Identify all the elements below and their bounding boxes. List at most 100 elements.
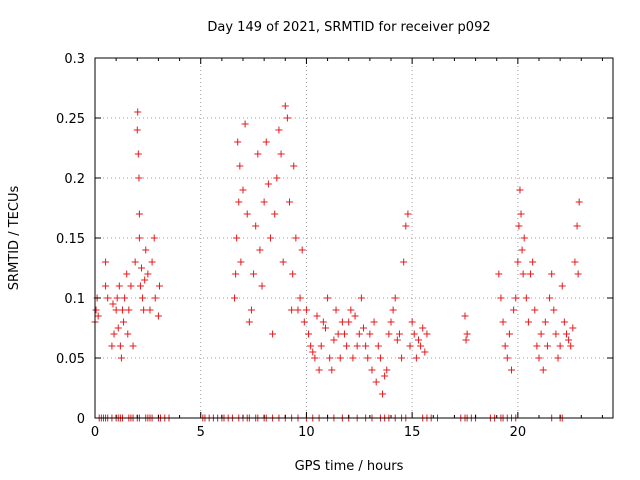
- data-point: [296, 294, 304, 302]
- data-point: [412, 354, 420, 362]
- data-point: [140, 306, 148, 314]
- data-point: [495, 270, 503, 278]
- data-point: [124, 330, 132, 338]
- data-point: [112, 306, 120, 314]
- grid-lines: [95, 58, 613, 418]
- x-tick-label: 15: [404, 425, 421, 440]
- data-point: [135, 234, 143, 242]
- data-point: [260, 198, 268, 206]
- data-point: [264, 180, 272, 188]
- y-tick-label: 0.3: [64, 52, 85, 67]
- data-point: [239, 186, 247, 194]
- data-point: [116, 342, 124, 350]
- data-point: [92, 306, 100, 314]
- data-point: [362, 342, 370, 350]
- data-point: [273, 174, 281, 182]
- data-point: [131, 258, 139, 266]
- data-point: [155, 282, 163, 290]
- data-point: [389, 306, 397, 314]
- y-axis-label: SRMTID / TECUs: [7, 186, 22, 291]
- data-point: [351, 312, 359, 320]
- data-points: [91, 102, 583, 422]
- data-point: [366, 330, 374, 338]
- data-point: [537, 330, 545, 338]
- data-point: [332, 306, 340, 314]
- data-point: [560, 318, 568, 326]
- data-point: [381, 372, 389, 380]
- data-point: [543, 342, 551, 350]
- data-point: [357, 294, 365, 302]
- data-point: [499, 318, 507, 326]
- data-point: [562, 330, 570, 338]
- data-point: [524, 318, 532, 326]
- x-tick-label: 10: [298, 425, 315, 440]
- data-point: [102, 258, 110, 266]
- data-point: [315, 366, 323, 374]
- data-point: [558, 282, 566, 290]
- data-point: [565, 336, 573, 344]
- data-point: [497, 294, 505, 302]
- data-point: [138, 264, 146, 272]
- data-point: [379, 390, 387, 398]
- data-point: [139, 294, 147, 302]
- data-point: [520, 234, 528, 242]
- data-point: [410, 330, 418, 338]
- data-point: [462, 336, 470, 344]
- data-point: [349, 354, 357, 362]
- data-point: [302, 306, 310, 314]
- data-point: [391, 294, 399, 302]
- data-point: [393, 336, 401, 344]
- x-tick-label: 20: [510, 425, 527, 440]
- x-axis-label: GPS time / hours: [295, 459, 404, 474]
- data-point: [290, 162, 298, 170]
- data-point: [515, 222, 523, 230]
- data-point: [353, 342, 361, 350]
- data-point: [108, 342, 116, 350]
- x-tick-label: 0: [91, 425, 99, 440]
- data-point: [345, 318, 353, 326]
- data-point: [142, 246, 150, 254]
- data-point: [514, 258, 522, 266]
- data-point: [522, 294, 530, 302]
- data-point: [241, 120, 249, 128]
- y-tick-label: 0: [77, 412, 85, 427]
- data-point: [317, 342, 325, 350]
- data-point: [262, 138, 270, 146]
- data-point: [404, 210, 412, 218]
- data-point: [94, 312, 102, 320]
- x-tick-label: 5: [197, 425, 205, 440]
- data-point: [529, 258, 537, 266]
- data-point: [319, 318, 327, 326]
- data-point: [114, 324, 122, 332]
- data-point: [575, 198, 583, 206]
- data-point: [372, 378, 380, 386]
- data-point: [135, 174, 143, 182]
- data-point: [298, 246, 306, 254]
- data-point: [151, 294, 159, 302]
- data-point: [519, 270, 527, 278]
- data-point: [154, 312, 162, 320]
- data-point: [517, 210, 525, 218]
- data-point: [556, 342, 564, 350]
- data-point: [414, 336, 422, 344]
- data-point: [567, 342, 575, 350]
- data-point: [125, 306, 133, 314]
- data-point: [294, 306, 302, 314]
- data-point: [343, 342, 351, 350]
- data-point: [355, 330, 363, 338]
- y-tick-label: 0.15: [56, 232, 85, 247]
- y-tick-label: 0.2: [64, 172, 85, 187]
- y-tick-label: 0.25: [56, 112, 85, 127]
- data-point: [535, 354, 543, 362]
- data-point: [269, 330, 277, 338]
- data-point: [324, 294, 332, 302]
- data-point: [398, 354, 406, 362]
- data-point: [364, 354, 372, 362]
- data-point: [286, 198, 294, 206]
- data-point: [134, 150, 142, 158]
- data-point: [256, 246, 264, 254]
- data-point: [118, 306, 126, 314]
- data-point: [127, 282, 135, 290]
- data-point: [383, 366, 391, 374]
- data-point: [336, 354, 344, 362]
